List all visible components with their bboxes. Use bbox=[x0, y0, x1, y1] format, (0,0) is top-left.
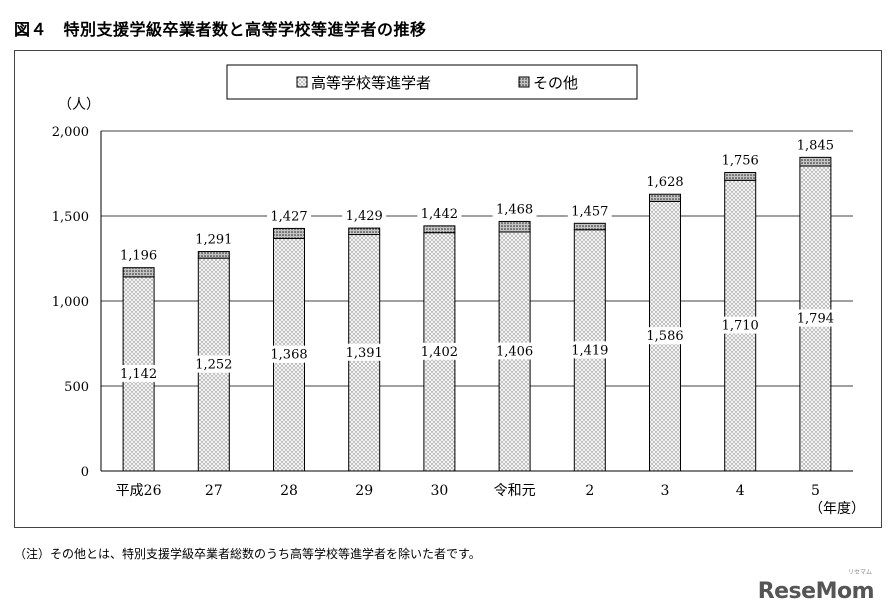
data-label-high-school: 1,794 bbox=[797, 312, 834, 327]
legend-box bbox=[226, 64, 638, 100]
x-axis-label: （年度） bbox=[809, 501, 865, 517]
chart-frame: 1,142 1,196 1,252 1,291 1,368 1,427 1,391 1,429… bbox=[14, 50, 882, 528]
data-label-high-school: 1,142 bbox=[120, 367, 157, 382]
data-label-bg bbox=[568, 341, 611, 359]
x-tick-label: 平成26 bbox=[116, 483, 162, 499]
data-label-high-school: 1,252 bbox=[195, 358, 232, 373]
bar-segment-other bbox=[799, 156, 832, 167]
data-label-bg bbox=[719, 316, 762, 334]
y-tick-label: 1,000 bbox=[52, 295, 89, 310]
data-label-total: 1,845 bbox=[797, 138, 834, 153]
data-label-total: 1,628 bbox=[646, 175, 683, 190]
y-axis-label: （人） bbox=[58, 97, 100, 113]
bar-segment-other bbox=[423, 225, 456, 234]
data-label-bg bbox=[343, 343, 386, 361]
total-label-bg bbox=[342, 207, 387, 225]
total-label-bg bbox=[567, 202, 612, 220]
total-label-bg bbox=[718, 151, 763, 169]
data-label-total: 1,427 bbox=[270, 209, 307, 224]
x-tick-label: 2 bbox=[585, 483, 594, 499]
x-tick-label: 28 bbox=[280, 483, 298, 499]
x-tick-label: 5 bbox=[811, 483, 820, 499]
data-label-total: 1,196 bbox=[120, 249, 157, 264]
data-label-total: 1,291 bbox=[195, 233, 232, 248]
data-label-high-school: 1,391 bbox=[346, 346, 383, 361]
stacked-bar-chart: 1,142 1,196 1,252 1,291 1,368 1,427 1,391 1,429… bbox=[52, 64, 865, 517]
total-label-bg bbox=[492, 200, 537, 218]
bar-segment-other bbox=[498, 220, 531, 233]
bar-segment-other bbox=[649, 193, 681, 202]
data-label-high-school: 1,419 bbox=[571, 343, 608, 358]
brand-subtitle: リセマム bbox=[847, 569, 872, 576]
x-tick-label: 29 bbox=[355, 483, 373, 499]
x-tick-label: 令和元 bbox=[494, 483, 536, 499]
y-tick-label: 2,000 bbox=[52, 125, 89, 140]
data-label-bg bbox=[192, 355, 235, 373]
data-label-bg bbox=[418, 342, 461, 360]
y-tick-label: 1,500 bbox=[52, 210, 89, 225]
legend-swatch bbox=[518, 76, 530, 88]
x-tick-label: 27 bbox=[205, 483, 223, 499]
bar-segment-other bbox=[122, 267, 155, 278]
bar-segment-other bbox=[197, 251, 230, 259]
data-label-bg bbox=[794, 309, 837, 327]
total-label-bg bbox=[643, 173, 687, 191]
data-label-high-school: 1,586 bbox=[646, 329, 683, 344]
data-label-bg bbox=[493, 342, 536, 360]
total-label-bg bbox=[793, 136, 838, 154]
bar-segment-other bbox=[348, 227, 381, 236]
footnote: （注）その他とは、特別支援学級卒業者総数のうち高等学校等進学者を除いた者です。 bbox=[14, 547, 481, 561]
data-label-total: 1,457 bbox=[571, 204, 608, 219]
data-label-total: 1,442 bbox=[421, 207, 458, 222]
data-label-bg bbox=[268, 345, 310, 363]
total-label-bg bbox=[116, 246, 161, 264]
x-tick-label: 4 bbox=[736, 483, 745, 499]
y-tick-label: 500 bbox=[64, 380, 89, 395]
data-label-total: 1,756 bbox=[722, 153, 759, 168]
data-label-bg bbox=[117, 364, 160, 382]
brand-logo-text: ReseMom bbox=[757, 579, 875, 604]
bar-segment-other bbox=[724, 171, 757, 181]
total-label-bg bbox=[267, 207, 311, 225]
legend-label: その他 bbox=[533, 74, 578, 92]
data-label-high-school: 1,402 bbox=[421, 345, 458, 360]
x-tick-label: 3 bbox=[661, 483, 670, 499]
y-tick-label: 0 bbox=[81, 465, 89, 480]
legend-label: 高等学校等進学者 bbox=[311, 74, 431, 92]
legend-swatch bbox=[296, 76, 308, 88]
data-label-high-school: 1,368 bbox=[270, 348, 307, 363]
data-label-high-school: 1,406 bbox=[496, 344, 533, 359]
x-tick-label: 30 bbox=[430, 483, 448, 499]
figure-title: 図４ 特別支援学級卒業者数と高等学校等進学者の推移 bbox=[14, 20, 427, 39]
bar-segment-other bbox=[573, 222, 606, 231]
data-label-bg bbox=[644, 327, 686, 345]
total-label-bg bbox=[417, 204, 462, 222]
data-label-total: 1,468 bbox=[496, 202, 533, 217]
total-label-bg bbox=[191, 230, 236, 248]
data-label-high-school: 1,710 bbox=[722, 319, 759, 334]
data-label-total: 1,429 bbox=[346, 209, 383, 224]
bar-segment-other bbox=[273, 227, 305, 239]
